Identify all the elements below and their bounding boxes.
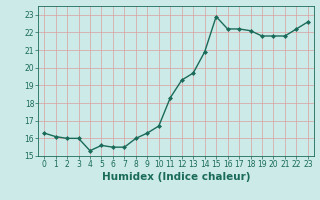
X-axis label: Humidex (Indice chaleur): Humidex (Indice chaleur) xyxy=(102,172,250,182)
